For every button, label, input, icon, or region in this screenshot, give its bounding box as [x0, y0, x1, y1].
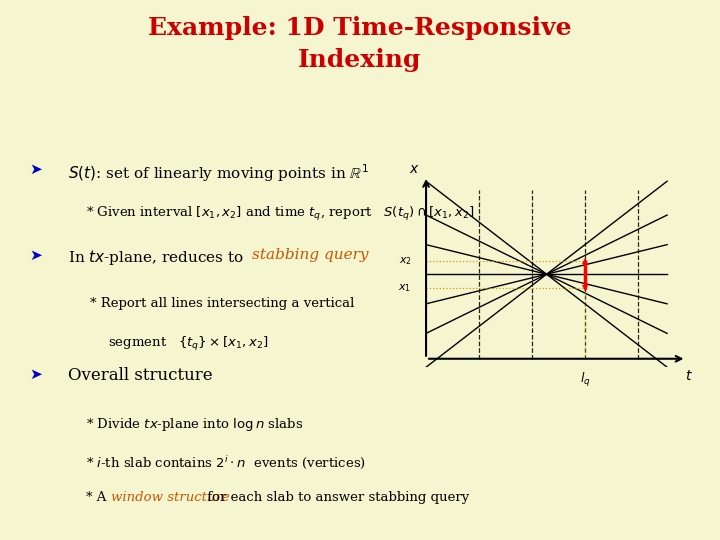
Text: $S(t)$: set of linearly moving points in $\mathbb{R}^1$: $S(t)$: set of linearly moving points in… [68, 162, 369, 184]
Text: segment   $\{t_q\}\times[x_1, x_2]$: segment $\{t_q\}\times[x_1, x_2]$ [108, 335, 269, 353]
Text: * Divide $tx$-plane into $\log n$ slabs: * Divide $tx$-plane into $\log n$ slabs [86, 416, 304, 433]
Text: In $tx$-plane, reduces to: In $tx$-plane, reduces to [68, 248, 245, 267]
Text: $x$: $x$ [409, 162, 419, 176]
Text: $l_q$: $l_q$ [580, 370, 590, 389]
Text: * Report all lines intersecting a vertical: * Report all lines intersecting a vertic… [90, 297, 354, 310]
Text: $t$: $t$ [685, 369, 693, 383]
Text: Example: 1D Time-Responsive
Indexing: Example: 1D Time-Responsive Indexing [148, 16, 572, 72]
Text: $x_1$: $x_1$ [398, 282, 412, 294]
Text: ➤: ➤ [29, 248, 42, 264]
Text: * Given interval $[x_1, x_2]$ and time $t_q$, report   $S(t_q)\cap[x_1, x_2]$: * Given interval $[x_1, x_2]$ and time $… [86, 205, 475, 223]
Text: window structure: window structure [111, 491, 230, 504]
Text: $x_2$: $x_2$ [399, 255, 412, 267]
Text: * $i$-th slab contains $2^i \cdot n$  events (vertices): * $i$-th slab contains $2^i \cdot n$ eve… [86, 454, 366, 470]
Text: for each slab to answer stabbing query: for each slab to answer stabbing query [203, 491, 469, 504]
Text: * A: * A [86, 491, 111, 504]
Text: stabbing query: stabbing query [252, 248, 369, 262]
Text: Overall structure: Overall structure [68, 367, 213, 384]
Text: ➤: ➤ [29, 162, 42, 177]
Text: ➤: ➤ [29, 367, 42, 382]
